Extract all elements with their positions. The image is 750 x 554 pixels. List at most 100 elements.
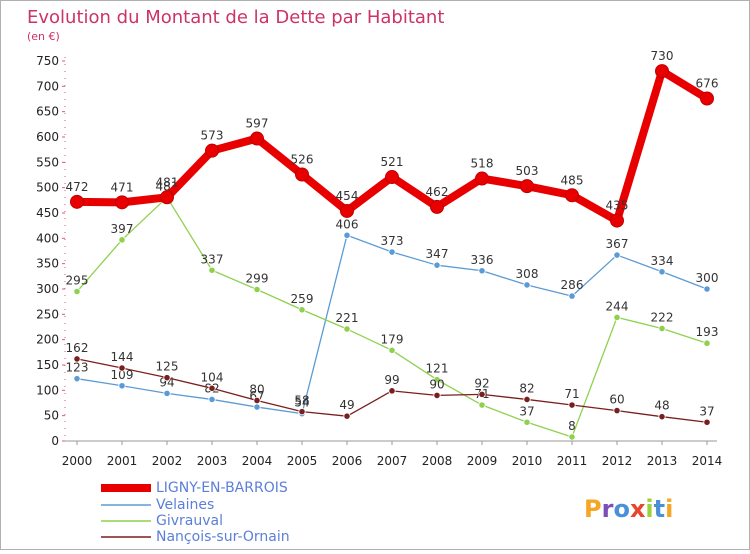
data-label: 37 — [519, 404, 534, 418]
data-point — [475, 171, 489, 186]
x-tick-label: 2012 — [602, 454, 633, 468]
x-tick-label: 2008 — [422, 454, 453, 468]
data-point — [205, 143, 219, 158]
data-label: 162 — [66, 341, 89, 355]
data-point — [478, 401, 486, 409]
chart-title: Evolution du Montant de la Dette par Hab… — [27, 7, 444, 28]
data-point — [613, 406, 621, 415]
data-label: 193 — [696, 325, 719, 339]
data-point — [658, 268, 666, 276]
legend-item: Givrauval — [101, 513, 223, 529]
data-label: 454 — [336, 189, 359, 203]
data-label: 521 — [381, 155, 404, 169]
data-label: 471 — [111, 180, 134, 194]
data-label: 526 — [291, 152, 314, 166]
data-point — [658, 324, 666, 333]
data-point — [565, 188, 579, 203]
data-point — [163, 389, 171, 397]
legend-label: Nançois-sur-Ornain — [156, 529, 290, 545]
y-tick-label: 0 — [51, 434, 59, 448]
legend-item: Nançois-sur-Ornain — [101, 529, 290, 545]
data-point — [568, 401, 576, 409]
y-tick-label: 350 — [36, 257, 59, 271]
data-label: 299 — [246, 272, 269, 286]
y-tick-label: 700 — [36, 79, 59, 93]
data-point — [478, 267, 486, 275]
series-velaines: 1231099482675440637334733630828636733430… — [66, 217, 718, 418]
legend-label: Velaines — [156, 497, 214, 513]
x-tick-label: 2006 — [332, 454, 363, 468]
x-tick-label: 2004 — [242, 454, 273, 468]
data-label: 60 — [609, 393, 624, 407]
data-label: 462 — [426, 185, 449, 199]
data-point — [700, 91, 714, 106]
data-point — [523, 395, 531, 404]
data-point — [433, 261, 441, 269]
data-point — [253, 396, 261, 405]
x-tick-label: 2001 — [107, 454, 138, 468]
series-ligny-en-barrois: 472 471 481 573 597 526 454 521 462 518 503 485 435 7… — [66, 49, 718, 228]
data-point — [298, 306, 306, 314]
data-label: 573 — [201, 129, 224, 143]
data-point — [253, 285, 261, 294]
data-label: 58 — [294, 394, 309, 408]
data-label: 92 — [474, 376, 489, 390]
data-point — [163, 374, 171, 382]
data-point — [118, 382, 126, 390]
data-label: 244 — [606, 299, 629, 313]
data-point — [433, 391, 441, 399]
data-point — [703, 339, 711, 347]
data-label: 49 — [339, 398, 354, 412]
y-tick-label: 300 — [36, 282, 59, 296]
proxiti-logo: Proxiti — [584, 495, 673, 523]
y-tick-label: 200 — [36, 333, 59, 347]
data-label: 37 — [699, 404, 714, 418]
data-label: 71 — [564, 387, 579, 401]
data-label: 485 — [561, 173, 584, 187]
data-label: 295 — [66, 274, 89, 288]
data-label: 99 — [384, 373, 399, 387]
data-point — [655, 64, 669, 79]
data-point — [118, 236, 126, 244]
data-label: 82 — [519, 381, 534, 395]
data-label: 121 — [426, 362, 449, 376]
data-label: 435 — [606, 199, 629, 213]
logo-text: Proxiti — [584, 495, 673, 523]
y-tick-label: 250 — [36, 307, 59, 321]
data-point — [343, 412, 351, 420]
y-tick-label: 400 — [36, 231, 59, 245]
legend-item: Velaines — [101, 497, 214, 513]
data-label: 259 — [291, 292, 314, 306]
legend-label: LIGNY-EN-BARROIS — [156, 480, 288, 496]
data-point — [388, 387, 396, 395]
y-tick-label: 450 — [36, 206, 59, 220]
data-label: 472 — [66, 180, 89, 194]
data-point — [523, 281, 531, 289]
data-point — [613, 251, 621, 259]
x-tick-label: 2007 — [377, 454, 408, 468]
x-tick-label: 2003 — [197, 454, 228, 468]
data-label: 308 — [516, 267, 539, 281]
data-point — [610, 213, 624, 228]
data-point — [160, 190, 174, 205]
data-point — [208, 384, 216, 392]
data-point — [703, 285, 711, 293]
x-tick-label: 2014 — [692, 454, 723, 468]
data-point — [250, 131, 264, 146]
axes: 0 50 100 150 200 250 300 350 400 450 500 550 600 650 7… — [36, 54, 722, 468]
x-tick-label: 2005 — [287, 454, 318, 468]
data-point — [73, 355, 81, 363]
y-tick-label: 550 — [36, 155, 59, 169]
data-label: 109 — [111, 368, 134, 382]
data-label: 221 — [336, 311, 359, 325]
data-label: 406 — [336, 217, 359, 231]
y-tick-label: 500 — [36, 181, 59, 195]
data-point — [118, 364, 126, 372]
data-label: 337 — [201, 252, 224, 266]
data-label: 334 — [651, 254, 674, 268]
data-label: 125 — [156, 360, 179, 374]
data-point — [253, 403, 261, 411]
x-tick-label: 2009 — [467, 454, 498, 468]
data-point — [208, 395, 216, 404]
